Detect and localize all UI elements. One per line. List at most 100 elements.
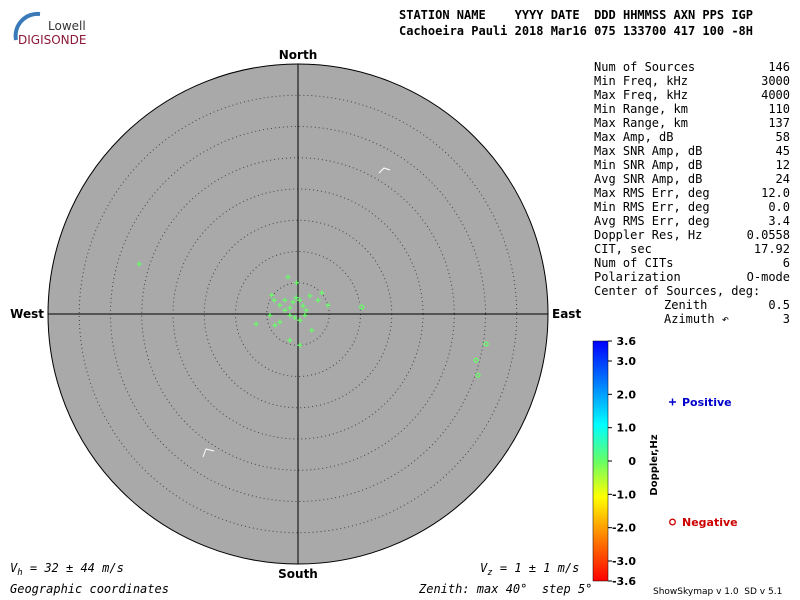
stat-value: 0.0558 [747, 228, 790, 242]
colorbar-tick-label: -3.0 [612, 555, 636, 568]
stat-label: Azimuth ↶ [664, 312, 729, 326]
point-plus [293, 295, 299, 301]
stat-value: 3000 [761, 74, 790, 88]
version: ShowSkymap v 1.0 SD v 5.1 [653, 587, 782, 597]
header-columns: STATION NAME YYYY DATE DDD HHMMSS AXN PP… [399, 8, 753, 22]
point-plus [325, 302, 331, 308]
vz: Vz = 1 ± 1 m/s [480, 561, 579, 578]
colorbar-fill [592, 340, 609, 582]
point-plus [136, 261, 142, 267]
stat-value: 110 [768, 102, 790, 116]
point-circle [359, 304, 365, 310]
stat-label: Max Amp, dB [594, 130, 673, 144]
stat-label: Zenith [664, 298, 707, 312]
point-plus [253, 321, 259, 327]
colorbar-tick-label: -1.0 [612, 488, 636, 501]
stat-value: 0.0 [768, 200, 790, 214]
point-plus [297, 297, 303, 303]
colorbar-tick-label: 3.0 [617, 355, 637, 368]
stat-label: Doppler Res, Hz [594, 228, 702, 242]
colorbar-tick-label: -3.6 [612, 575, 636, 588]
stats-panel: Num of Sources 146 Min Freq, kHz 3000 Max Fr… [594, 60, 790, 326]
chevron [202, 448, 215, 458]
point-plus [290, 299, 296, 305]
dir-east: East [552, 307, 581, 321]
point-plus [277, 319, 283, 325]
zenith-info: Zenith: max 40° step 5° [418, 582, 592, 596]
chevron [378, 167, 391, 174]
logo-bottom: DIGISONDE [18, 33, 86, 47]
legend-marker [669, 398, 676, 406]
stat-label: Min Freq, kHz [594, 74, 688, 88]
stat-value: 17.92 [754, 242, 790, 256]
stat-value: 6 [783, 256, 790, 270]
stat-label: Avg SNR Amp, dB [594, 172, 702, 186]
point-plus [292, 315, 298, 321]
colorbar-label: Doppler,Hz [649, 434, 660, 495]
stat-label: Max Freq, kHz [594, 88, 688, 102]
point-circle [473, 357, 479, 363]
dir-west: West [10, 307, 44, 321]
colorbar-tick-label: 1.0 [617, 422, 637, 435]
point-plus [300, 303, 306, 309]
point-plus [307, 293, 313, 299]
stat-value: 3 [783, 312, 790, 326]
legend-marker [669, 518, 676, 526]
stat-value: 0.5 [768, 298, 790, 312]
point-plus [297, 317, 303, 323]
stat-label: Min SNR Amp, dB [594, 158, 702, 172]
point-plus [287, 305, 293, 311]
stat-label: Max Range, km [594, 116, 688, 130]
point-plus [287, 337, 293, 343]
stat-value: 12 [776, 158, 790, 172]
point-plus [319, 290, 325, 296]
stat-value: 12.0 [761, 186, 790, 200]
point-plus [272, 322, 278, 328]
dir-north: North [279, 48, 317, 62]
stat-label: Avg RMS Err, deg [594, 214, 710, 228]
point-plus [282, 307, 288, 313]
colorbar-tick-label: 0 [628, 455, 636, 468]
stat-value: O-mode [747, 270, 790, 284]
point-plus [315, 297, 321, 303]
point-circle [475, 372, 481, 378]
logo-top: Lowell [48, 19, 86, 33]
stat-label: Min Range, km [594, 102, 688, 116]
stat-value: 24 [776, 172, 790, 186]
vh: Vh = 32 ± 44 m/s [10, 561, 124, 578]
dir-south: South [278, 567, 318, 581]
point-plus [285, 274, 291, 280]
stat-label: CIT, sec [594, 242, 652, 256]
header-values: Cachoeira Pauli 2018 Mar16 075 133700 41… [399, 24, 753, 38]
point-plus [294, 280, 300, 286]
stat-value: 146 [768, 60, 790, 74]
point-plus [269, 292, 275, 298]
point-plus [277, 302, 283, 308]
point-plus [302, 312, 308, 318]
colorbar-tick-label: 2.0 [617, 388, 637, 401]
plot: North South West East Positive Negative [10, 48, 737, 581]
stat-value: 137 [768, 116, 790, 130]
colorbar: 3.6 3.0 2.0 1.0 0 -1.0 -2.0 -3.0 -3.6 Doppler,Hz [592, 335, 660, 588]
stat-label: Num of CITs [594, 256, 673, 270]
stat-value: 58 [776, 130, 790, 144]
stat-label: Max SNR Amp, dB [594, 144, 702, 158]
stat-label: Num of Sources [594, 60, 695, 74]
stat-value: 45 [776, 144, 790, 158]
colorbar-tick-label: -2.0 [612, 522, 636, 535]
legend-label: Negative [682, 516, 738, 529]
stat-label: Polarization [594, 270, 681, 284]
point-plus [267, 312, 273, 318]
point-circle [483, 341, 489, 347]
point-plus [271, 297, 277, 303]
logo-arc [13, 11, 41, 41]
stat-label: Max RMS Err, deg [594, 186, 710, 200]
point-plus [297, 342, 303, 348]
point-plus [303, 307, 309, 313]
legend-label: Positive [682, 396, 732, 409]
point-plus [309, 327, 315, 333]
point-plus [282, 297, 288, 303]
stat-value: 3.4 [768, 214, 790, 228]
